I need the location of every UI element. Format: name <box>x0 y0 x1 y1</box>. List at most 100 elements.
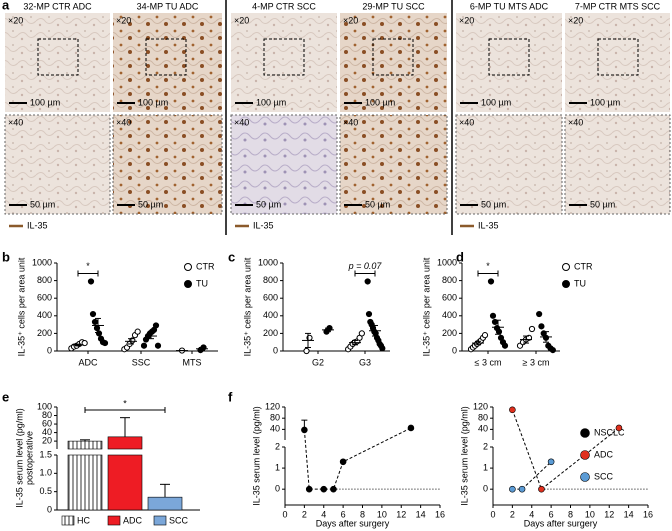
y-tick-label: 1.0 <box>39 468 52 478</box>
y-axis-label: IL-35 serum level (pg/ml) <box>251 406 261 506</box>
y-tick-label: 1 <box>483 462 488 472</box>
data-point <box>549 347 556 354</box>
magnification: ×20 <box>8 15 23 25</box>
x-tick-label: 16 <box>643 509 653 519</box>
y-tick-label: 1000 <box>258 257 278 267</box>
data-point <box>152 322 160 329</box>
bar <box>107 454 143 511</box>
bar <box>67 440 103 450</box>
data-point <box>305 485 313 493</box>
scale-label: 100 µm <box>481 97 511 107</box>
legend-label: ADC <box>594 449 614 459</box>
micrograph <box>4 114 111 215</box>
y-tick-label: 0 <box>483 484 488 494</box>
legend-label: CTR <box>196 261 215 271</box>
zoom-box <box>145 38 187 76</box>
micrograph <box>230 114 338 215</box>
legend-marker <box>184 263 192 271</box>
legend-label: IL-35 <box>253 220 274 230</box>
y-tick-label: 40 <box>42 427 52 437</box>
image-title: 34-MP TU ADC <box>137 1 199 11</box>
image-title: 6-MP TU MTS ADC <box>470 1 549 11</box>
magnification: ×20 <box>459 15 474 25</box>
zoom-box <box>37 38 79 76</box>
legend-marker <box>580 450 590 460</box>
scale-label: 100 µm <box>365 97 395 107</box>
y-tick-label: 1.5 <box>39 449 52 459</box>
y-tick-label: 20 <box>42 435 52 445</box>
y-tick-label: 0.5 <box>39 486 52 496</box>
legend-label: TU <box>574 278 586 288</box>
y-tick-label: 200 <box>263 328 278 338</box>
y-axis-label: IL-35⁺ cells per area unit <box>242 257 252 356</box>
y-tick-label: 0 <box>452 345 457 355</box>
y-tick-label: 40 <box>478 424 488 434</box>
micrograph <box>5 13 110 112</box>
micrograph <box>340 13 447 112</box>
legend-marker <box>562 280 570 288</box>
x-tick-label: 2 <box>302 509 307 519</box>
data-point <box>538 485 545 493</box>
image-title: 32-MP CTR ADC <box>23 1 92 11</box>
micrograph <box>112 114 223 215</box>
data-point <box>407 424 415 432</box>
data-point <box>538 323 545 330</box>
y-tick-label: 0 <box>47 504 52 514</box>
y-tick-label: 0 <box>275 484 280 494</box>
data-point <box>140 342 148 349</box>
y-tick-label: 400 <box>37 310 52 320</box>
legend-label: IL-35 <box>478 220 499 230</box>
data-point <box>495 328 503 335</box>
y-tick-label: 2 <box>483 441 488 451</box>
series-line <box>511 409 620 491</box>
legend-marker <box>184 280 192 288</box>
y-tick-label: 80 <box>478 413 488 423</box>
legend-swatch <box>107 515 121 526</box>
data-point <box>536 310 543 318</box>
image-title: 4-MP CTR SCC <box>252 1 316 11</box>
y-axis-label: postoperative <box>24 431 34 485</box>
x-tick-label: 0 <box>282 509 287 519</box>
x-tick-label: 8 <box>360 509 365 519</box>
x-tick-label: MTS <box>183 357 202 367</box>
bar <box>107 436 143 450</box>
x-tick-label: ≤ 3 cm <box>475 357 502 367</box>
magnification: ×20 <box>343 15 358 25</box>
panel-label: d <box>456 249 464 264</box>
legend-marker <box>580 428 590 438</box>
legend-label: TU <box>196 278 208 288</box>
micrograph <box>339 114 448 215</box>
y-tick-label: 80 <box>42 410 52 420</box>
scale-label: 100 µm <box>590 97 620 107</box>
y-tick-label: 80 <box>270 413 280 423</box>
y-tick-label: 600 <box>442 293 457 303</box>
zoom-box <box>488 38 530 76</box>
zoom-box <box>263 38 305 76</box>
scale-label: 100 µm <box>138 97 168 107</box>
legend-label: IL-35 <box>27 220 48 230</box>
x-axis-label: Days after surgery <box>316 518 390 528</box>
scale-label: 50 µm <box>590 199 615 209</box>
data-point <box>330 485 337 493</box>
data-point <box>303 347 310 355</box>
data-point <box>489 312 497 319</box>
y-tick-label: 800 <box>37 275 52 285</box>
x-tick-label: ADC <box>78 357 98 367</box>
x-tick-label: 16 <box>435 509 445 519</box>
panel-label: e <box>2 389 9 404</box>
bar <box>67 454 103 511</box>
zoom-box <box>372 38 414 76</box>
data-point <box>615 424 623 432</box>
legend-swatch <box>153 515 167 526</box>
micrograph <box>564 114 671 215</box>
micrograph <box>456 13 562 112</box>
micrograph <box>565 13 670 112</box>
y-tick-label: 120 <box>265 401 280 411</box>
legend-marker <box>580 472 590 482</box>
y-tick-label: 800 <box>263 275 278 285</box>
scale-label: 100 µm <box>30 97 60 107</box>
data-point <box>81 339 88 347</box>
image-title: 7-MP CTR MTS SCC <box>575 1 661 11</box>
scale-label: 50 µm <box>365 199 390 209</box>
